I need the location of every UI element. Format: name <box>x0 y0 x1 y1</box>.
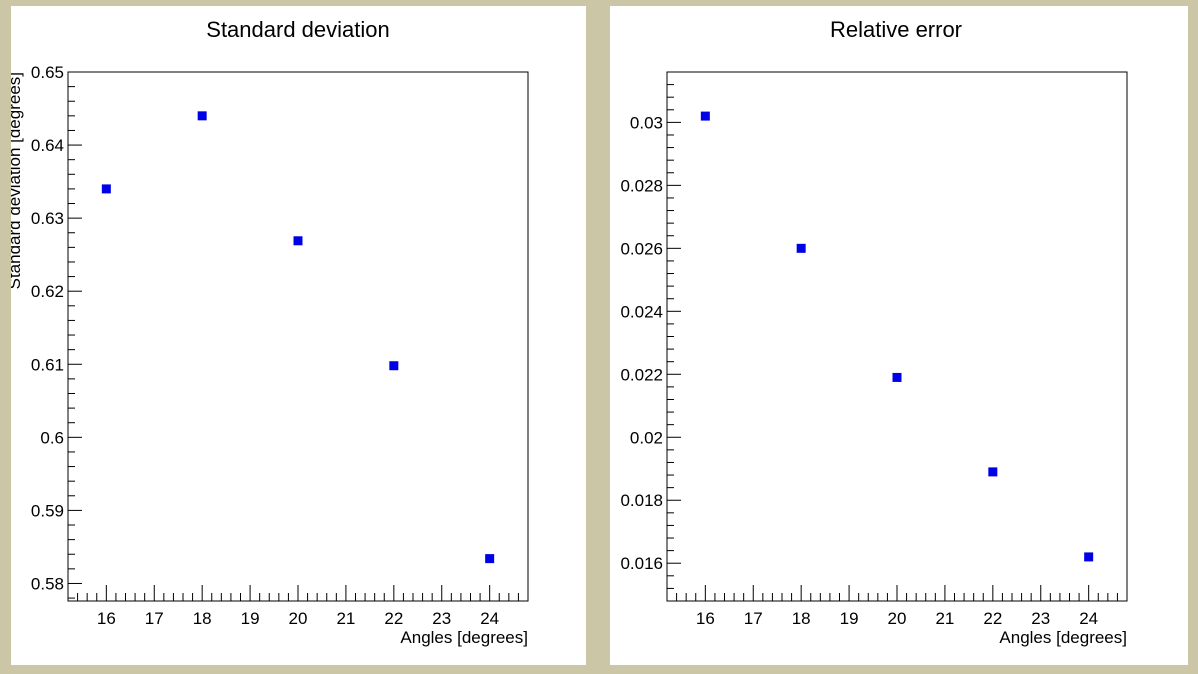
plot-area: 0.58 0.59 0.6 0.61 0.62 0.63 0.64 0.65 16 17 18 19 2… <box>31 63 529 628</box>
plot-frame <box>67 71 529 602</box>
x-tick-label: 18 <box>792 609 811 628</box>
data-point <box>1084 552 1094 562</box>
x-tick-label: 24 <box>480 609 499 628</box>
y-axis-label: Standard deviation [degrees] <box>11 72 24 289</box>
y-tick-label: 0.016 <box>620 554 663 573</box>
x-tick-label: 18 <box>193 609 212 628</box>
y-tick-label: 0.61 <box>31 355 64 374</box>
x-tick-label: 20 <box>289 609 308 628</box>
data-point <box>197 111 207 121</box>
x-tick-label: 24 <box>1079 609 1098 628</box>
y-tick-label: 0.022 <box>620 365 663 384</box>
chart-panel-relative-error: Relative error Angles [degrees] 0.016 0.0… <box>610 6 1188 665</box>
y-tick-label: 0.63 <box>31 209 64 228</box>
standard-deviation-chart: Standard deviation Standard deviation [d… <box>11 17 529 647</box>
data-point <box>485 554 495 564</box>
chart-title: Standard deviation <box>206 17 389 42</box>
data-point <box>389 361 399 371</box>
x-axis-label: Angles [degrees] <box>999 628 1127 647</box>
x-tick-label: 17 <box>145 609 164 628</box>
chart-panel-standard-deviation: Standard deviation Standard deviation [d… <box>11 6 586 665</box>
x-tick-label: 21 <box>935 609 954 628</box>
y-tick-label: 0.024 <box>620 302 663 321</box>
data-point <box>293 236 303 246</box>
plot-area: 0.016 0.018 0.02 0.022 0.024 0.026 0.028 0.03 16… <box>620 71 1128 628</box>
data-point <box>892 372 902 382</box>
x-tick-label: 23 <box>432 609 451 628</box>
chart-title: Relative error <box>830 17 962 42</box>
x-tick-label: 16 <box>696 609 715 628</box>
x-tick-label: 23 <box>1031 609 1050 628</box>
data-point <box>101 184 111 194</box>
x-tick-label: 19 <box>241 609 260 628</box>
y-tick-label: 0.026 <box>620 239 663 258</box>
y-tick-label: 0.018 <box>620 491 663 510</box>
data-point <box>700 111 710 121</box>
x-tick-label: 19 <box>840 609 859 628</box>
data-point <box>988 467 998 477</box>
x-tick-label: 22 <box>384 609 403 628</box>
x-tick-label: 21 <box>336 609 355 628</box>
y-tick-label: 0.02 <box>630 428 663 447</box>
x-tick-label: 20 <box>888 609 907 628</box>
y-tick-label: 0.64 <box>31 136 64 155</box>
y-tick-label: 0.62 <box>31 282 64 301</box>
y-tick-label: 0.6 <box>40 428 64 447</box>
data-point <box>796 243 806 253</box>
x-tick-label: 16 <box>97 609 116 628</box>
x-tick-label: 22 <box>983 609 1002 628</box>
x-axis-label: Angles [degrees] <box>400 628 528 647</box>
relative-error-chart: Relative error Angles [degrees] 0.0160.0… <box>620 17 1128 647</box>
y-tick-label: 0.028 <box>620 176 663 195</box>
y-tick-label: 0.58 <box>31 574 64 593</box>
plot-frame <box>666 71 1128 602</box>
y-tick-label: 0.59 <box>31 501 64 520</box>
x-tick-label: 17 <box>744 609 763 628</box>
y-tick-label: 0.03 <box>630 113 663 132</box>
y-tick-label: 0.65 <box>31 63 64 82</box>
